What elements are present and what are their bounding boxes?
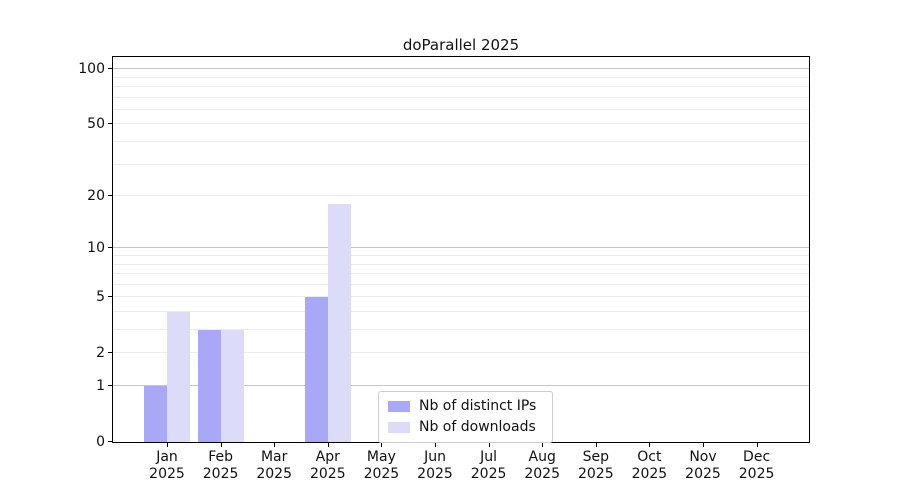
- y-tick-mark: [108, 441, 112, 442]
- x-tick-mark: [756, 443, 758, 447]
- x-tick-year: 2025: [256, 466, 292, 482]
- minor-gridline: [113, 352, 809, 354]
- x-tick-month: Jun: [424, 449, 446, 465]
- x-tick-mark: [703, 443, 704, 447]
- minor-gridline: [113, 263, 809, 265]
- minor-gridline: [113, 76, 809, 78]
- y-tick-label: 2: [96, 345, 105, 362]
- x-tick-month: Aug: [528, 449, 556, 465]
- bar-nb-of-distinct-ips: [197, 330, 221, 442]
- y-tick-mark: [108, 247, 112, 249]
- x-tick-mark: [167, 443, 168, 447]
- x-tick-month: Nov: [689, 449, 717, 465]
- x-tick-label: Oct 2025: [621, 449, 677, 483]
- x-tick-year: 2025: [363, 466, 400, 482]
- x-tick-label: Mar 2025: [246, 449, 302, 483]
- y-tick-label: 100: [78, 61, 105, 78]
- x-tick-mark: [327, 443, 329, 447]
- minor-gridline: [113, 329, 809, 331]
- x-tick-mark: [435, 443, 436, 447]
- legend-swatch-icon: [388, 401, 410, 412]
- y-tick-mark: [108, 123, 112, 125]
- minor-gridline: [113, 255, 809, 256]
- x-tick-month: Oct: [637, 449, 662, 465]
- y-tick-label: 20: [87, 188, 105, 205]
- y-tick-mark: [108, 296, 112, 298]
- y-tick-mark: [108, 68, 112, 70]
- x-tick-label: Sep 2025: [568, 449, 624, 483]
- x-tick-label: May 2025: [353, 449, 409, 483]
- x-tick-year: 2025: [577, 466, 614, 482]
- legend-entry: Nb of downloads: [388, 418, 543, 437]
- y-tick-label: 0: [96, 434, 105, 450]
- x-tick-label: Feb 2025: [193, 449, 249, 483]
- legend-entry: Nb of distinct IPs: [388, 397, 543, 416]
- x-tick-year: 2025: [202, 466, 239, 482]
- x-tick-month: Feb: [208, 449, 233, 465]
- x-tick-mark: [595, 443, 597, 447]
- x-tick-label: Jun 2025: [407, 449, 463, 483]
- x-tick-month: May: [366, 449, 396, 465]
- minor-gridline: [113, 311, 809, 312]
- bar-nb-of-downloads: [327, 204, 351, 442]
- y-tick-mark: [108, 352, 112, 354]
- x-tick-year: 2025: [149, 466, 185, 482]
- x-tick-month: Dec: [743, 449, 771, 465]
- minor-gridline: [113, 283, 809, 285]
- x-tick-mark: [488, 443, 490, 447]
- minor-gridline: [113, 108, 809, 110]
- x-tick-year: 2025: [631, 466, 668, 482]
- bar-nb-of-distinct-ips: [304, 297, 328, 442]
- y-tick-label: 1: [96, 378, 105, 394]
- x-tick-month: Jul: [480, 449, 498, 465]
- minor-gridline: [113, 96, 809, 98]
- x-tick-mark: [649, 443, 651, 447]
- bar-nb-of-distinct-ips: [144, 386, 167, 442]
- x-tick-label: Dec 2025: [729, 449, 785, 483]
- x-tick-month: Apr: [315, 449, 340, 465]
- major-gridline: [113, 68, 809, 70]
- bar-nb-of-downloads: [167, 312, 190, 442]
- x-tick-month: Mar: [260, 449, 288, 465]
- minor-gridline: [113, 123, 809, 125]
- y-tick-label: 50: [87, 116, 105, 133]
- x-tick-label: Jul 2025: [461, 449, 517, 483]
- minor-gridline: [113, 141, 809, 143]
- x-tick-year: 2025: [685, 466, 721, 482]
- x-tick-label: Jan 2025: [139, 449, 195, 483]
- x-tick-year: 2025: [524, 466, 560, 482]
- major-gridline: [113, 247, 809, 249]
- minor-gridline: [113, 273, 809, 275]
- x-tick-mark: [220, 443, 222, 447]
- y-tick-mark: [108, 195, 112, 197]
- x-tick-year: 2025: [470, 466, 507, 482]
- minor-gridline: [113, 296, 809, 298]
- x-tick-mark: [381, 443, 383, 447]
- x-tick-year: 2025: [309, 466, 346, 482]
- minor-gridline: [113, 195, 809, 197]
- x-tick-year: 2025: [738, 466, 775, 482]
- legend: Nb of distinct IPs Nb of downloads: [378, 391, 553, 443]
- x-tick-month: Sep: [582, 449, 609, 465]
- x-tick-label: Nov 2025: [675, 449, 731, 483]
- minor-gridline: [113, 163, 809, 165]
- minor-gridline: [113, 86, 809, 88]
- legend-label: Nb of downloads: [419, 419, 536, 435]
- plot-area: 0 1 2 5 10 20 50 100 Jan 2025 Feb 2025 Mar 2025 Apr 202…: [78, 56, 810, 482]
- x-tick-mark: [274, 443, 276, 447]
- x-tick-year: 2025: [417, 466, 453, 482]
- x-tick-label: Apr 2025: [300, 449, 356, 483]
- x-tick-label: Aug 2025: [514, 449, 570, 483]
- legend-label: Nb of distinct IPs: [419, 398, 537, 414]
- bar-nb-of-downloads: [220, 330, 244, 442]
- y-tick-label: 5: [96, 289, 105, 306]
- y-tick-mark: [108, 385, 112, 386]
- major-gridline: [113, 385, 809, 387]
- y-tick-label: 10: [87, 240, 105, 257]
- chart-title: doParallel 2025: [402, 36, 520, 54]
- x-tick-month: Jan: [156, 449, 178, 465]
- x-tick-mark: [542, 443, 544, 447]
- legend-swatch-icon: [388, 422, 410, 433]
